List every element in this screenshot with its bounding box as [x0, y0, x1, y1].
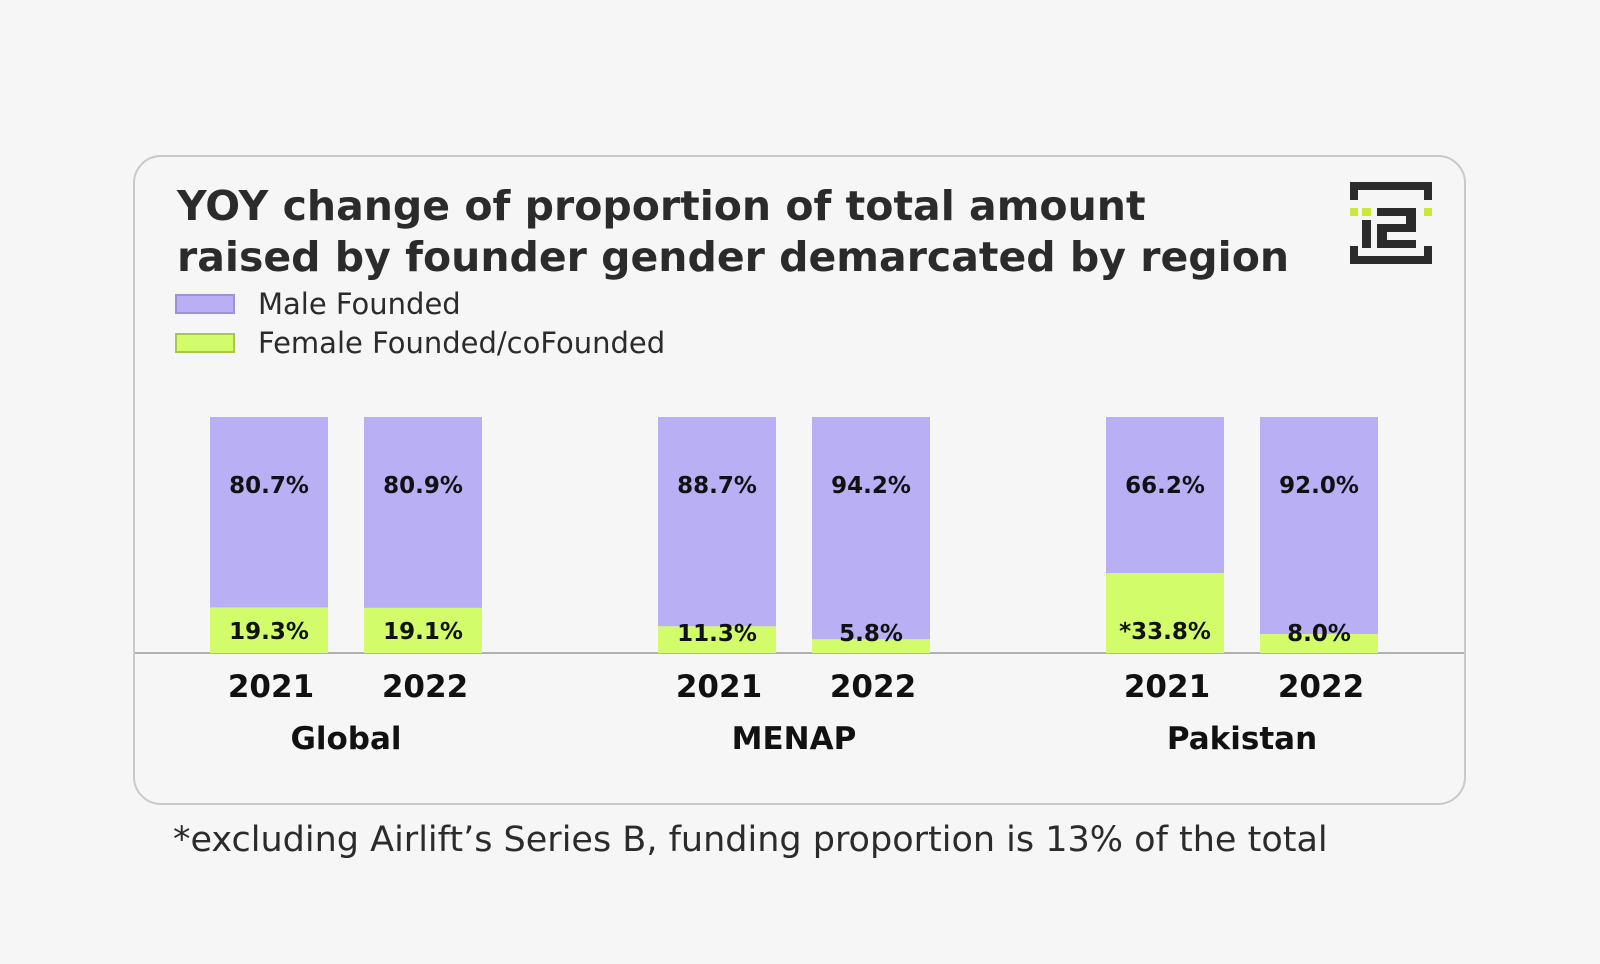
bar-male-pakistan-2021	[1106, 417, 1224, 574]
bar-male-pakistan-2022	[1260, 417, 1378, 635]
data-label-female-pakistan-2021: *33.8%	[1119, 619, 1211, 645]
tick-label-global-2022: 2022	[382, 669, 468, 705]
footnote: *excluding Airlift’s Series B, funding p…	[173, 820, 1328, 860]
data-label-male-menap-2022: 94.2%	[831, 473, 911, 499]
bar-male-menap-2021	[658, 417, 776, 627]
data-label-male-global-2022: 80.9%	[383, 473, 463, 499]
stacked-bar-plot: 80.7% 19.3% 2021 80.9% 19.1% 2022 Global 88.7% 1…	[135, 417, 1464, 757]
legend-swatch-female	[175, 333, 235, 353]
chart-title: YOY change of proportion of total amount…	[177, 182, 1290, 281]
group-label-menap: MENAP	[732, 721, 857, 757]
group-label-pakistan: Pakistan	[1167, 721, 1317, 757]
data-label-female-global-2022: 19.1%	[383, 619, 463, 645]
legend-label-male: Male Founded	[258, 287, 461, 321]
bar-male-global-2021	[210, 417, 328, 608]
bar-female-global-2021	[210, 607, 328, 653]
data-label-female-menap-2021: 11.3%	[677, 621, 757, 647]
i2-logo-icon: i2	[1350, 182, 1432, 264]
data-label-male-global-2021: 80.7%	[229, 473, 309, 499]
data-label-male-menap-2021: 88.7%	[677, 473, 757, 499]
data-label-male-pakistan-2022: 92.0%	[1279, 473, 1359, 499]
chart-card: YOY change of proportion of total amount…	[133, 155, 1466, 805]
tick-label-pakistan-2021: 2021	[1124, 669, 1210, 705]
bar-female-pakistan-2022	[1260, 634, 1378, 653]
tick-label-menap-2022: 2022	[830, 669, 916, 705]
bar-female-global-2022	[364, 607, 482, 653]
tick-label-menap-2021: 2021	[676, 669, 762, 705]
data-label-female-global-2021: 19.3%	[229, 619, 309, 645]
bar-male-menap-2022	[812, 417, 930, 640]
data-label-female-pakistan-2022: 8.0%	[1287, 621, 1351, 647]
legend-swatch-male	[175, 294, 235, 314]
group-label-global: Global	[290, 721, 401, 757]
bar-female-pakistan-2021	[1106, 573, 1224, 653]
tick-label-global-2021: 2021	[228, 669, 314, 705]
bar-female-menap-2021	[658, 626, 776, 653]
bar-female-menap-2022	[812, 639, 930, 653]
tick-label-pakistan-2022: 2022	[1278, 669, 1364, 705]
data-label-female-menap-2022: 5.8%	[839, 621, 903, 647]
legend-label-female: Female Founded/coFounded	[258, 326, 666, 360]
data-label-male-pakistan-2021: 66.2%	[1125, 473, 1205, 499]
bar-male-global-2022	[364, 417, 482, 608]
